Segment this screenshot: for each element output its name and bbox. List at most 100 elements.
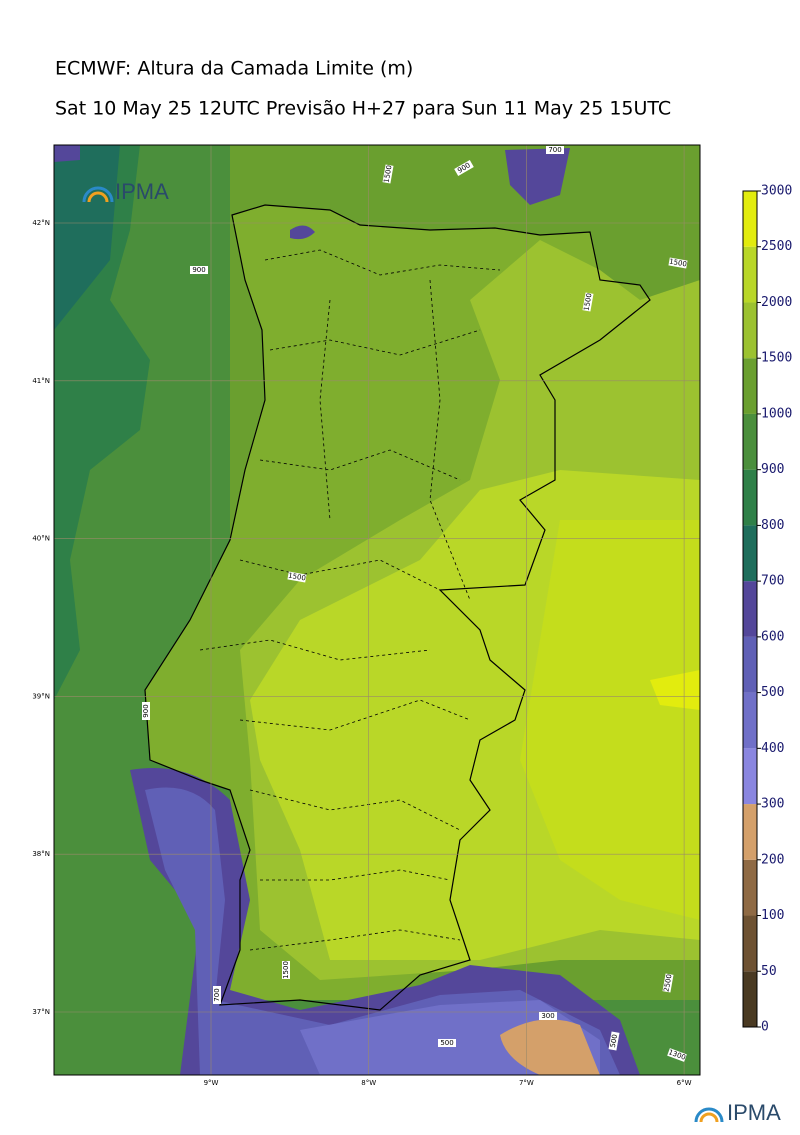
contour-label-box	[582, 292, 594, 312]
colorbar-label: 2000	[761, 295, 792, 310]
colorbar-label: 700	[761, 574, 784, 589]
contour-label: 900	[142, 702, 150, 720]
contour-label-box	[282, 961, 290, 979]
contour-label-text: 1500	[583, 293, 594, 312]
contour-label: 700	[546, 146, 564, 154]
colorbar-segment	[743, 246, 757, 303]
field-blob	[650, 670, 700, 710]
colorbar-label: 100	[761, 908, 784, 923]
contour-label-text: 1500	[669, 258, 688, 269]
lon-label: 6°W	[677, 1079, 692, 1087]
contour-label-text: 700	[213, 988, 221, 1001]
colorbar-segment	[743, 191, 757, 247]
colorbar-segment	[743, 469, 757, 526]
lat-label: 38°N	[32, 850, 50, 858]
colorbar-label: 900	[761, 462, 784, 477]
lat-label: 41°N	[32, 377, 50, 385]
lon-label: 8°W	[361, 1079, 376, 1087]
colorbar-label: 1000	[761, 406, 792, 421]
contour-label-text: 500	[440, 1039, 453, 1047]
contour-label: 2500	[662, 973, 674, 993]
contour-label-box	[142, 702, 150, 720]
contour-label-box	[454, 160, 474, 176]
lat-label: 39°N	[32, 692, 50, 700]
colorbar-label: 400	[761, 741, 784, 756]
contour-label-text: 900	[192, 266, 205, 274]
colorbar-label: 200	[761, 852, 784, 867]
contour-label-text: 1500	[282, 961, 290, 979]
colorbar-label: 2500	[761, 239, 792, 254]
colorbar-frame	[742, 190, 758, 1028]
colorbar-segment	[743, 915, 757, 972]
colorbar-segment	[743, 358, 757, 414]
colorbar-label: 800	[761, 518, 784, 533]
district-borders	[199, 249, 501, 951]
colorbar-label: 300	[761, 797, 784, 812]
colorbar-segment	[743, 859, 757, 916]
contour-label: 500	[438, 1039, 456, 1047]
colorbar-label: 600	[761, 629, 784, 644]
contour-label-box	[213, 986, 221, 1004]
field-blob	[290, 225, 315, 240]
contour-label-box	[662, 973, 674, 993]
colorbar-label: 500	[761, 685, 784, 700]
colorbar-label: 0	[761, 1020, 769, 1035]
logo-text: IPMA	[115, 179, 169, 204]
field-blob	[520, 520, 700, 920]
field-blob	[54, 145, 120, 330]
contour-label: 700	[213, 986, 221, 1004]
map	[54, 145, 700, 1075]
contour-label: 1500	[382, 164, 394, 184]
contour-label-box	[382, 164, 394, 184]
colorbar-segment	[743, 971, 757, 1027]
contour-label-text: 300	[541, 1012, 554, 1020]
colorbar-segment	[743, 581, 757, 637]
colorbar-label: 1500	[761, 351, 792, 366]
lon-label: 9°W	[204, 1079, 219, 1087]
contour-label: 1500	[582, 292, 594, 312]
contour-label-box	[668, 257, 688, 269]
contour-label-box	[287, 571, 307, 583]
colorbar-segment	[743, 302, 757, 359]
colorbar-segment	[743, 413, 757, 470]
contour-label-box	[546, 146, 564, 154]
contour-label-text: 2500	[663, 974, 674, 993]
contour-label-text: 900	[142, 704, 150, 717]
contour-label: 1500	[282, 961, 290, 979]
colorbar-segment	[743, 636, 757, 693]
lat-label: 42°N	[32, 219, 50, 227]
contour-label: 1500	[668, 257, 688, 269]
contour-label-box	[438, 1039, 456, 1047]
title: ECMWF: Altura da Camada Limite (m)	[55, 58, 413, 80]
contour-label: 300	[539, 1012, 557, 1020]
contour-label-text: 500	[609, 1034, 619, 1049]
contour-label: 500	[608, 1031, 620, 1051]
colorbar-label: 3000	[761, 184, 792, 199]
logo-text: IPMA	[727, 1100, 781, 1125]
logo-top: IPMA	[82, 179, 169, 204]
field-blob	[54, 145, 80, 162]
contour-label-text: 1500	[288, 572, 307, 583]
colorbar-segment	[743, 692, 757, 749]
map-frame	[53, 144, 701, 1076]
field-blob	[500, 1019, 600, 1075]
contour-label-box	[539, 1012, 557, 1020]
colorbar-segment	[743, 804, 757, 860]
contour-label-box	[190, 266, 208, 274]
contour-label-text: 1500	[383, 165, 394, 184]
colorbar-segment	[743, 748, 757, 805]
colorbar-segment	[743, 525, 757, 582]
contour-label: 1500	[287, 571, 307, 583]
lon-label: 7°W	[519, 1079, 534, 1087]
contour-label-box	[608, 1031, 620, 1051]
lat-label: 40°N	[32, 535, 50, 543]
subtitle: Sat 10 May 25 12UTC Previsão H+27 para S…	[55, 98, 671, 120]
lat-label: 37°N	[32, 1008, 50, 1016]
field-blob	[505, 148, 570, 205]
contour-label: 900	[190, 266, 208, 274]
contour-label-box	[667, 1048, 687, 1062]
colorbar-label: 50	[761, 964, 777, 979]
logo-bottom: IPMA	[694, 1100, 781, 1125]
contour-label-text: 700	[548, 146, 561, 154]
